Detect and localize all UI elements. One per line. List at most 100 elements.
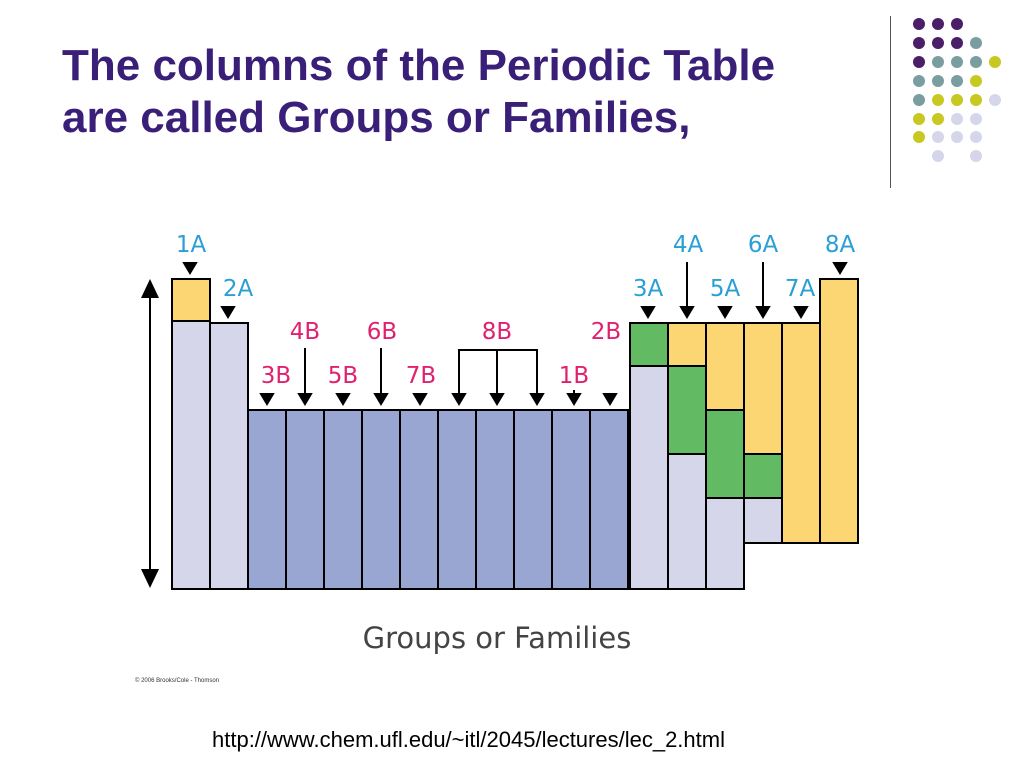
dot — [932, 113, 944, 125]
source-url: http://www.chem.ufl.edu/~itl/2045/lectur… — [212, 727, 725, 752]
dot — [913, 75, 925, 87]
dot — [913, 113, 925, 125]
dot — [932, 75, 944, 87]
slide-title-line-2: are called Groups or Families, — [62, 93, 691, 142]
arrow-5a — [717, 306, 733, 319]
group-label-3b: 3B — [261, 363, 291, 389]
table-columns — [171, 278, 859, 590]
arrow-6a — [755, 306, 771, 319]
group-label-3a: 3A — [633, 276, 664, 302]
dot — [913, 37, 925, 49]
column-3a-metal — [629, 365, 669, 590]
group-label-8a: 8A — [825, 232, 856, 258]
group-label-6a: 6A — [748, 232, 779, 258]
group-label-7a: 7A — [785, 276, 816, 302]
group-label-2b: 2B — [591, 319, 621, 345]
group-label-2a: 2A — [223, 276, 254, 302]
column-8a-nonmetal — [819, 278, 859, 544]
arrow-4a — [679, 306, 695, 319]
arrow-5b — [335, 393, 351, 406]
arrow-1b — [566, 393, 582, 406]
arrow-1a — [182, 262, 198, 275]
dot — [913, 56, 925, 68]
group-arrows — [182, 262, 848, 406]
dot — [913, 18, 925, 30]
dot — [932, 150, 944, 162]
group-labels: 1A 2A 3B 4B 5B 6B 7B 8B 1B 2B 3A 4A 5A 6… — [176, 232, 856, 389]
dot — [951, 37, 963, 49]
arrow-7a — [793, 306, 809, 319]
dot — [951, 113, 963, 125]
arrow-8a — [832, 262, 848, 275]
arrow-2b — [602, 393, 618, 406]
group-label-7b: 7B — [406, 363, 436, 389]
column-6b — [361, 409, 401, 590]
dot — [970, 150, 982, 162]
dot — [951, 75, 963, 87]
dot — [970, 75, 982, 87]
dot — [913, 94, 925, 106]
dot — [989, 56, 1001, 68]
slide-title: The columns of the Periodic Table are ca… — [62, 40, 882, 144]
dot — [970, 94, 982, 106]
column-3a-metalloid — [629, 322, 669, 367]
title-divider — [890, 16, 891, 188]
arrow-3a — [640, 306, 656, 319]
dot — [970, 37, 982, 49]
group-label-5b: 5B — [328, 363, 358, 389]
arrow-8b-2 — [489, 393, 505, 406]
dot — [970, 131, 982, 143]
column-3b — [247, 409, 287, 590]
column-1a-nonmetal — [171, 278, 211, 322]
group-label-5a: 5A — [710, 276, 741, 302]
column-5a-metal — [705, 497, 745, 590]
column-1b — [551, 409, 591, 590]
copyright-note: © 2006 Brooks/Cole - Thomson — [135, 678, 220, 684]
arrow-6b — [373, 393, 389, 406]
decorative-dot-grid — [913, 18, 1001, 162]
dot — [932, 56, 944, 68]
column-5a-metalloid — [705, 409, 745, 499]
column-4a-nonmetal — [667, 322, 707, 367]
group-label-6b: 6B — [367, 319, 397, 345]
arrow-2a — [220, 306, 236, 319]
period-arrow-head-top — [141, 279, 159, 298]
period-arrow-head-bottom — [141, 569, 159, 588]
column-6a-metalloid — [743, 453, 783, 499]
dot — [970, 113, 982, 125]
dot — [951, 56, 963, 68]
column-4a-metal — [667, 453, 707, 590]
group-label-4b: 4B — [290, 319, 320, 345]
dot — [970, 56, 982, 68]
column-2a-metal — [209, 322, 249, 590]
arrow-4b — [297, 393, 313, 406]
column-6a-metal — [743, 497, 783, 544]
column-6a-nonmetal — [743, 322, 783, 455]
column-8b-2 — [475, 409, 515, 590]
column-8b-3 — [513, 409, 553, 590]
dot — [951, 131, 963, 143]
group-label-8b: 8B — [482, 319, 512, 345]
slide-title-line-1: The columns of the Periodic Table — [62, 41, 776, 90]
diagram-caption: Groups or Families — [363, 621, 632, 655]
dot — [951, 18, 963, 30]
dot — [932, 37, 944, 49]
column-2b — [589, 409, 629, 590]
arrow-3b — [259, 393, 275, 406]
group-label-1a: 1A — [176, 232, 207, 258]
dot — [913, 131, 925, 143]
dot — [951, 94, 963, 106]
column-4b — [285, 409, 325, 590]
dot — [932, 131, 944, 143]
group-label-1b: 1B — [559, 363, 589, 389]
column-5b — [323, 409, 363, 590]
arrow-7b — [412, 393, 428, 406]
dot — [932, 94, 944, 106]
column-1a-metal — [171, 320, 211, 590]
group-label-4a: 4A — [673, 232, 704, 258]
period-height-arrow — [141, 279, 159, 588]
column-7a-nonmetal — [781, 322, 821, 544]
arrow-8b-3 — [529, 393, 545, 406]
column-5a-nonmetal — [705, 322, 745, 411]
